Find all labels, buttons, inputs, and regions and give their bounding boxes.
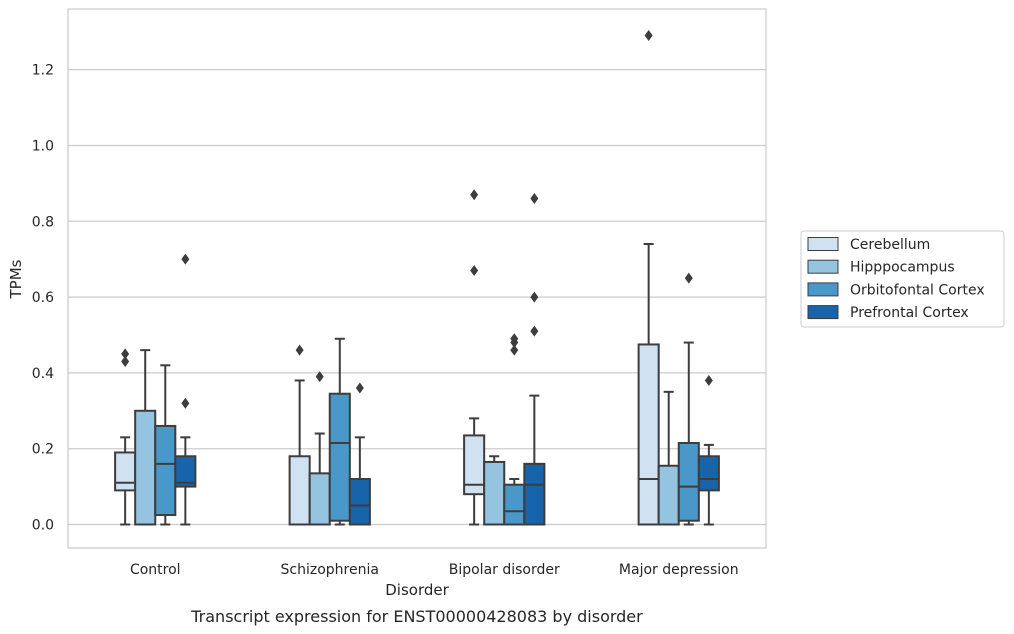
legend-swatch	[807, 259, 839, 274]
box-plots	[114, 30, 720, 526]
outlier-point	[510, 333, 519, 345]
outlier-point	[121, 348, 130, 360]
y-tick-labels: 0.0 0.2 0.4 0.6 0.8 1.0 1.2	[32, 63, 54, 534]
box	[503, 483, 526, 526]
chart-caption: Transcript expression for ENST0000042808…	[190, 607, 643, 626]
outlier-point	[510, 344, 519, 356]
box	[114, 451, 137, 492]
plot-frame	[67, 8, 767, 549]
outlier-point	[470, 265, 479, 277]
legend-label: Hipppocampus	[850, 260, 955, 276]
box	[288, 455, 311, 526]
outlier-point	[121, 356, 130, 368]
outlier-point	[644, 30, 653, 42]
box	[523, 462, 546, 526]
box	[657, 464, 680, 526]
legend-swatch	[807, 305, 839, 320]
outlier-point	[295, 344, 304, 356]
box-group	[288, 344, 311, 526]
outlier-point	[684, 272, 693, 284]
legend-swatch	[807, 237, 839, 251]
box-group	[523, 193, 546, 526]
x-tick-label: Bipolar disorder	[449, 562, 560, 578]
box-group	[348, 382, 371, 526]
x-tick-labels: Control Schizophrenia Bipolar disorder Majo…	[130, 562, 739, 578]
y-tick-label: 0.4	[32, 366, 54, 382]
y-tick-label: 0.0	[32, 517, 54, 533]
box	[308, 472, 331, 526]
box	[677, 442, 700, 522]
box	[154, 424, 177, 517]
x-tick-label: Control	[130, 562, 181, 578]
legend-swatch	[807, 282, 839, 297]
outlier-point	[470, 189, 479, 201]
outlier-point	[530, 291, 539, 303]
box	[134, 409, 157, 526]
box-group	[134, 349, 157, 526]
legend-label: Orbitofontal Cortex	[850, 282, 985, 298]
box-group	[637, 30, 660, 526]
box-group	[174, 253, 197, 526]
y-tick-label: 1.2	[32, 63, 54, 79]
box-group	[677, 272, 700, 526]
outlier-point	[181, 397, 190, 409]
y-tick-label: 0.6	[32, 290, 54, 306]
box-group	[697, 374, 720, 526]
outlier-point	[704, 374, 713, 386]
box-group	[483, 455, 506, 526]
outlier-point	[315, 371, 324, 383]
box-group	[463, 189, 486, 526]
legend: Cerebellum Hipppocampus Orbitofontal Corte…	[800, 230, 1005, 328]
box	[348, 478, 371, 526]
box	[483, 460, 506, 526]
y-axis-title: TPMs	[7, 259, 25, 299]
outlier-point	[530, 193, 539, 205]
box	[697, 455, 720, 492]
box-group	[328, 337, 351, 526]
legend-label: Cerebellum	[850, 237, 930, 253]
legend-items: Cerebellum Hipppocampus Orbitofontal Corte…	[807, 237, 985, 321]
box-group	[114, 348, 137, 526]
box	[174, 455, 197, 488]
y-tick-label: 0.2	[32, 442, 54, 458]
outlier-point	[181, 253, 190, 265]
box-group	[154, 364, 177, 526]
y-tick-label: 1.0	[32, 138, 54, 154]
outlier-point	[355, 382, 364, 394]
box	[328, 392, 351, 522]
outlier-point	[530, 325, 539, 337]
x-axis-title: Disorder	[385, 581, 449, 599]
y-tick-label: 0.8	[32, 214, 54, 230]
x-tick-label: Schizophrenia	[281, 562, 379, 578]
box-group	[308, 371, 331, 526]
legend-label: Prefrontal Cortex	[850, 305, 969, 321]
x-tick-label: Major depression	[619, 562, 739, 578]
legend-frame	[800, 230, 1005, 328]
box	[637, 343, 660, 526]
